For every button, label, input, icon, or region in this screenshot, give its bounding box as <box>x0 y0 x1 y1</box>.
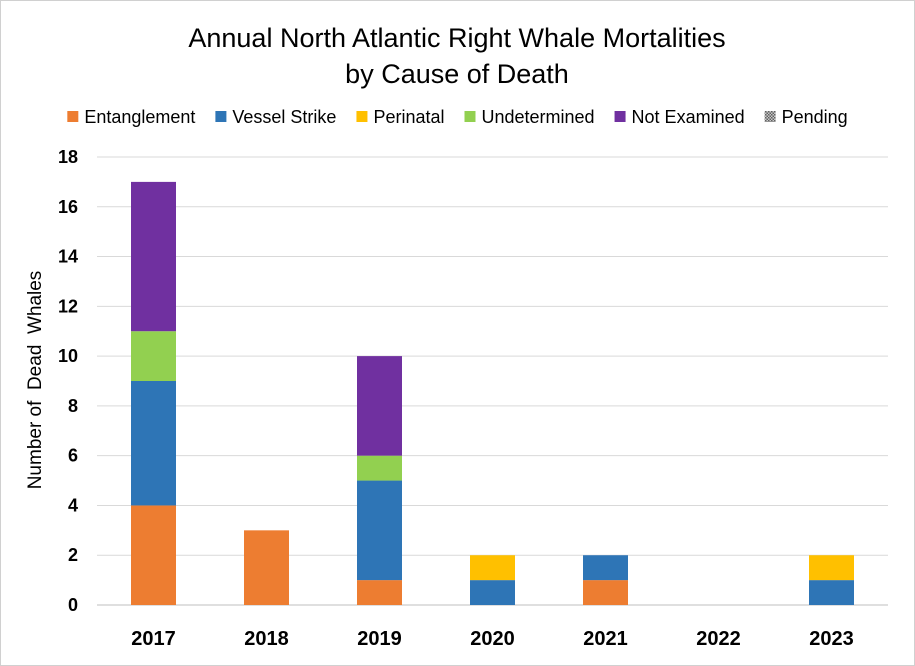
legend-item: Undetermined <box>464 107 595 127</box>
y-tick-label: 10 <box>58 346 78 366</box>
x-tick-label: 2022 <box>696 628 741 650</box>
bar-segment <box>470 555 515 581</box>
legend-item: Pending <box>764 107 848 127</box>
legend-label: Not Examined <box>632 107 745 127</box>
legend: Entanglement Vessel Strike Perinatal Undete… <box>67 107 848 127</box>
bar-segment <box>131 381 176 506</box>
x-tick-label: 2021 <box>583 628 628 650</box>
legend-label: Entanglement <box>84 107 195 127</box>
x-tick-label: 2018 <box>244 628 289 650</box>
bar-segment <box>244 530 289 605</box>
legend-label: Undetermined <box>481 107 594 127</box>
y-tick-label: 8 <box>68 396 78 416</box>
legend-label: Vessel Strike <box>232 107 336 127</box>
legend-swatch <box>764 111 776 122</box>
bar-segment <box>357 580 402 605</box>
legend-swatch <box>614 111 626 122</box>
bar-segment <box>357 455 402 481</box>
bar-segment <box>357 356 402 456</box>
y-tick-label: 14 <box>58 247 78 267</box>
bar-segment <box>131 181 176 332</box>
y-tick-label: 16 <box>58 197 78 217</box>
y-tick-label: 12 <box>58 296 78 316</box>
legend-item: Perinatal <box>356 107 444 127</box>
y-tick-label: 0 <box>68 595 78 615</box>
legend-label: Perinatal <box>373 107 444 127</box>
x-tick-label: 2019 <box>357 628 402 650</box>
y-tick-label: 2 <box>68 545 78 565</box>
legend-swatch <box>67 111 79 122</box>
legend-item: Not Examined <box>614 107 745 127</box>
legend-swatch <box>215 111 227 122</box>
y-tick-label: 18 <box>58 147 78 167</box>
chart-title-line-2: by Cause of Death <box>345 59 569 89</box>
bar-segment <box>809 555 854 581</box>
bar-segment <box>583 555 628 581</box>
bar-segment <box>131 505 176 605</box>
legend-label: Pending <box>782 107 848 127</box>
y-axis-ticks: 0 2 4 6 8 10 12 14 16 18 <box>58 147 78 615</box>
chart-title-line-1: Annual North Atlantic Right Whale Mortal… <box>188 23 725 53</box>
x-tick-label: 2020 <box>470 628 515 650</box>
legend-swatch <box>464 111 476 122</box>
y-tick-label: 6 <box>68 446 78 466</box>
y-axis-label: Number of Dead Whales <box>25 271 46 490</box>
x-tick-label: 2023 <box>809 628 854 650</box>
x-axis-ticks: 2017 2018 2019 2020 2021 2022 2023 <box>131 628 854 650</box>
bar-segment <box>357 480 402 581</box>
bars <box>131 181 854 605</box>
bar-segment <box>470 580 515 605</box>
y-tick-label: 4 <box>68 495 78 515</box>
bar-segment <box>809 580 854 605</box>
gridlines <box>97 156 888 606</box>
bar-segment <box>131 331 176 381</box>
x-tick-label: 2017 <box>131 628 176 650</box>
legend-item: Vessel Strike <box>215 107 336 127</box>
legend-swatch <box>356 111 368 122</box>
legend-item: Entanglement <box>67 107 195 127</box>
bar-segment <box>583 580 628 605</box>
